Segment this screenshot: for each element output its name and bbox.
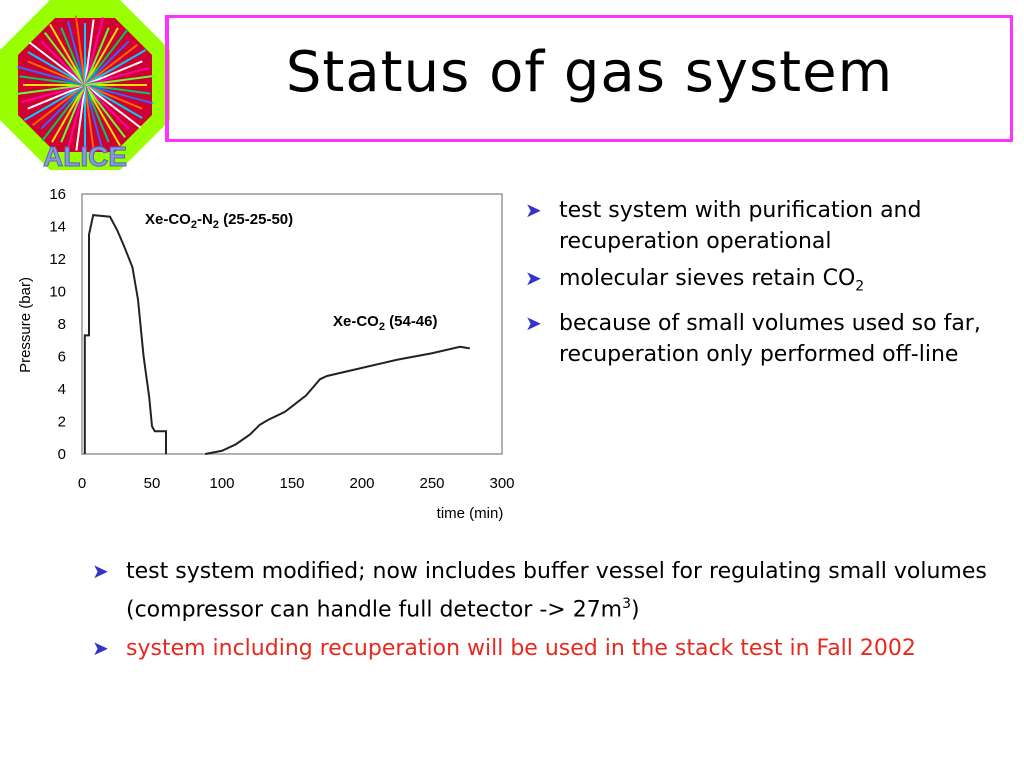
series-line-2 <box>205 345 470 455</box>
x-tick-label: 150 <box>279 475 304 492</box>
y-tick-label: 4 <box>58 381 66 398</box>
y-tick-label: 6 <box>58 349 66 366</box>
bullet-item: ➤ because of small volumes used so far, … <box>525 308 995 370</box>
x-axis-label: time (min) <box>437 505 504 522</box>
alice-logo: ALICE <box>0 0 170 170</box>
x-tick-label: 250 <box>419 475 444 492</box>
bullet-item-highlight: ➤ system including recuperation will be … <box>92 632 992 665</box>
bullet-item: ➤ molecular sieves retain CO2 <box>525 263 995 302</box>
arrow-bullet-icon: ➤ <box>92 559 109 583</box>
y-tick-label: 0 <box>58 446 66 463</box>
slide-title: Status of gas system <box>285 40 894 105</box>
y-tick-label: 16 <box>49 186 66 203</box>
y-tick-label: 2 <box>58 414 66 431</box>
x-tick-label: 100 <box>209 475 234 492</box>
x-tick-label: 300 <box>489 475 514 492</box>
arrow-bullet-icon: ➤ <box>525 198 542 222</box>
x-tick-label: 0 <box>78 475 86 492</box>
y-tick-label: 14 <box>49 219 66 236</box>
x-tick-label: 50 <box>144 475 161 492</box>
arrow-bullet-icon: ➤ <box>92 636 109 661</box>
bottom-bullet-list: ➤ test system modified; now includes buf… <box>92 555 992 671</box>
plot-frame <box>81 193 503 455</box>
pressure-chart: 0 2 4 6 8 10 12 14 16 0 50 100 150 200 250 300 Pressur… <box>17 186 515 522</box>
y-tick-label: 8 <box>58 316 66 333</box>
arrow-bullet-icon: ➤ <box>525 266 542 290</box>
bullet-item: ➤ test system with purification and recu… <box>525 195 995 257</box>
annotation-xe-co2: Xe-CO2 (54-46) <box>333 313 438 333</box>
x-tick-label: 200 <box>349 475 374 492</box>
right-bullet-list: ➤ test system with purification and recu… <box>525 195 995 376</box>
y-tick-label: 10 <box>49 284 66 301</box>
annotation-xe-co2-n2: Xe-CO2-N2 (25-25-50) <box>145 211 293 231</box>
y-tick-label: 12 <box>49 251 66 268</box>
arrow-bullet-icon: ➤ <box>525 311 542 336</box>
series-line-1 <box>83 214 167 454</box>
title-box: Status of gas system <box>165 15 1013 142</box>
bullet-item: ➤ test system modified; now includes buf… <box>92 555 992 626</box>
svg-text:ALICE: ALICE <box>43 141 127 170</box>
y-axis-label: Pressure (bar) <box>17 277 34 373</box>
